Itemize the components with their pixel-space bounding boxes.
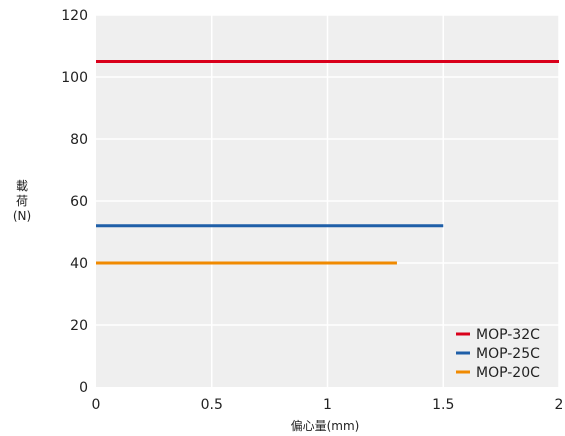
y-axis-title-line-3: (N) <box>13 209 31 223</box>
legend-label: MOP-32C <box>476 327 540 343</box>
x-tick-label: 1.5 <box>432 397 454 413</box>
y-tick-label: 60 <box>70 194 88 210</box>
y-tick-label: 100 <box>61 70 88 86</box>
x-axis-ticks: 0 0.5 1 1.5 2 <box>92 397 564 413</box>
x-axis-title: 偏心量(mm) <box>291 418 360 433</box>
series-layer <box>96 60 559 265</box>
legend-label: MOP-20C <box>476 365 540 381</box>
y-tick-label: 80 <box>70 132 88 148</box>
y-tick-label: 40 <box>70 256 88 272</box>
y-tick-label: 120 <box>61 8 88 24</box>
y-axis-title-line-2: 荷 <box>16 194 28 208</box>
legend: MOP-32C MOP-25C MOP-20C <box>456 327 540 381</box>
x-tick-label: 0 <box>92 397 101 413</box>
x-tick-label: 0.5 <box>201 397 223 413</box>
y-tick-label: 0 <box>79 380 88 396</box>
legend-label: MOP-25C <box>476 346 540 362</box>
y-axis-ticks: 0 20 40 60 80 100 120 <box>61 8 88 396</box>
x-tick-label: 2 <box>555 397 564 413</box>
x-tick-label: 1 <box>323 397 332 413</box>
y-tick-label: 20 <box>70 318 88 334</box>
y-axis-title-line-1: 載 <box>16 179 28 193</box>
